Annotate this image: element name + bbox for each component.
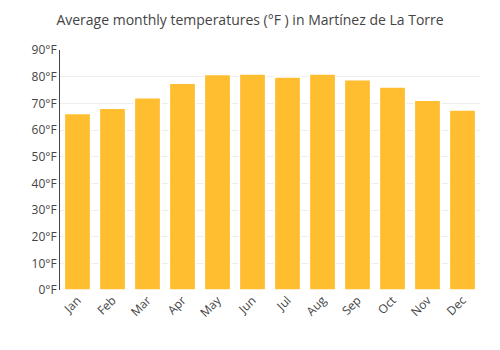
svg-text:70°F: 70°F — [32, 95, 57, 112]
svg-text:Nov: Nov — [407, 292, 435, 320]
svg-text:Jul: Jul — [272, 292, 294, 314]
svg-text:20°F: 20°F — [32, 228, 57, 245]
svg-text:90°F: 90°F — [32, 41, 57, 58]
svg-text:Average monthly temperatures (: Average monthly temperatures (°F ) in Ma… — [56, 10, 443, 29]
svg-text:50°F: 50°F — [32, 148, 57, 165]
svg-text:Feb: Feb — [93, 292, 119, 318]
svg-text:Jan: Jan — [60, 292, 85, 317]
svg-text:10°F: 10°F — [32, 255, 57, 272]
svg-text:40°F: 40°F — [32, 175, 57, 192]
svg-text:0°F: 0°F — [38, 281, 56, 298]
svg-text:60°F: 60°F — [32, 121, 57, 138]
svg-text:30°F: 30°F — [32, 201, 57, 218]
svg-text:May: May — [196, 291, 225, 320]
svg-text:Mar: Mar — [127, 292, 155, 320]
svg-text:Oct: Oct — [374, 292, 400, 318]
svg-text:Dec: Dec — [443, 292, 470, 319]
svg-text:Sep: Sep — [338, 292, 365, 319]
svg-text:80°F: 80°F — [32, 68, 57, 85]
svg-text:Apr: Apr — [164, 292, 190, 318]
svg-text:Jun: Jun — [234, 292, 259, 317]
svg-text:Aug: Aug — [302, 292, 330, 320]
